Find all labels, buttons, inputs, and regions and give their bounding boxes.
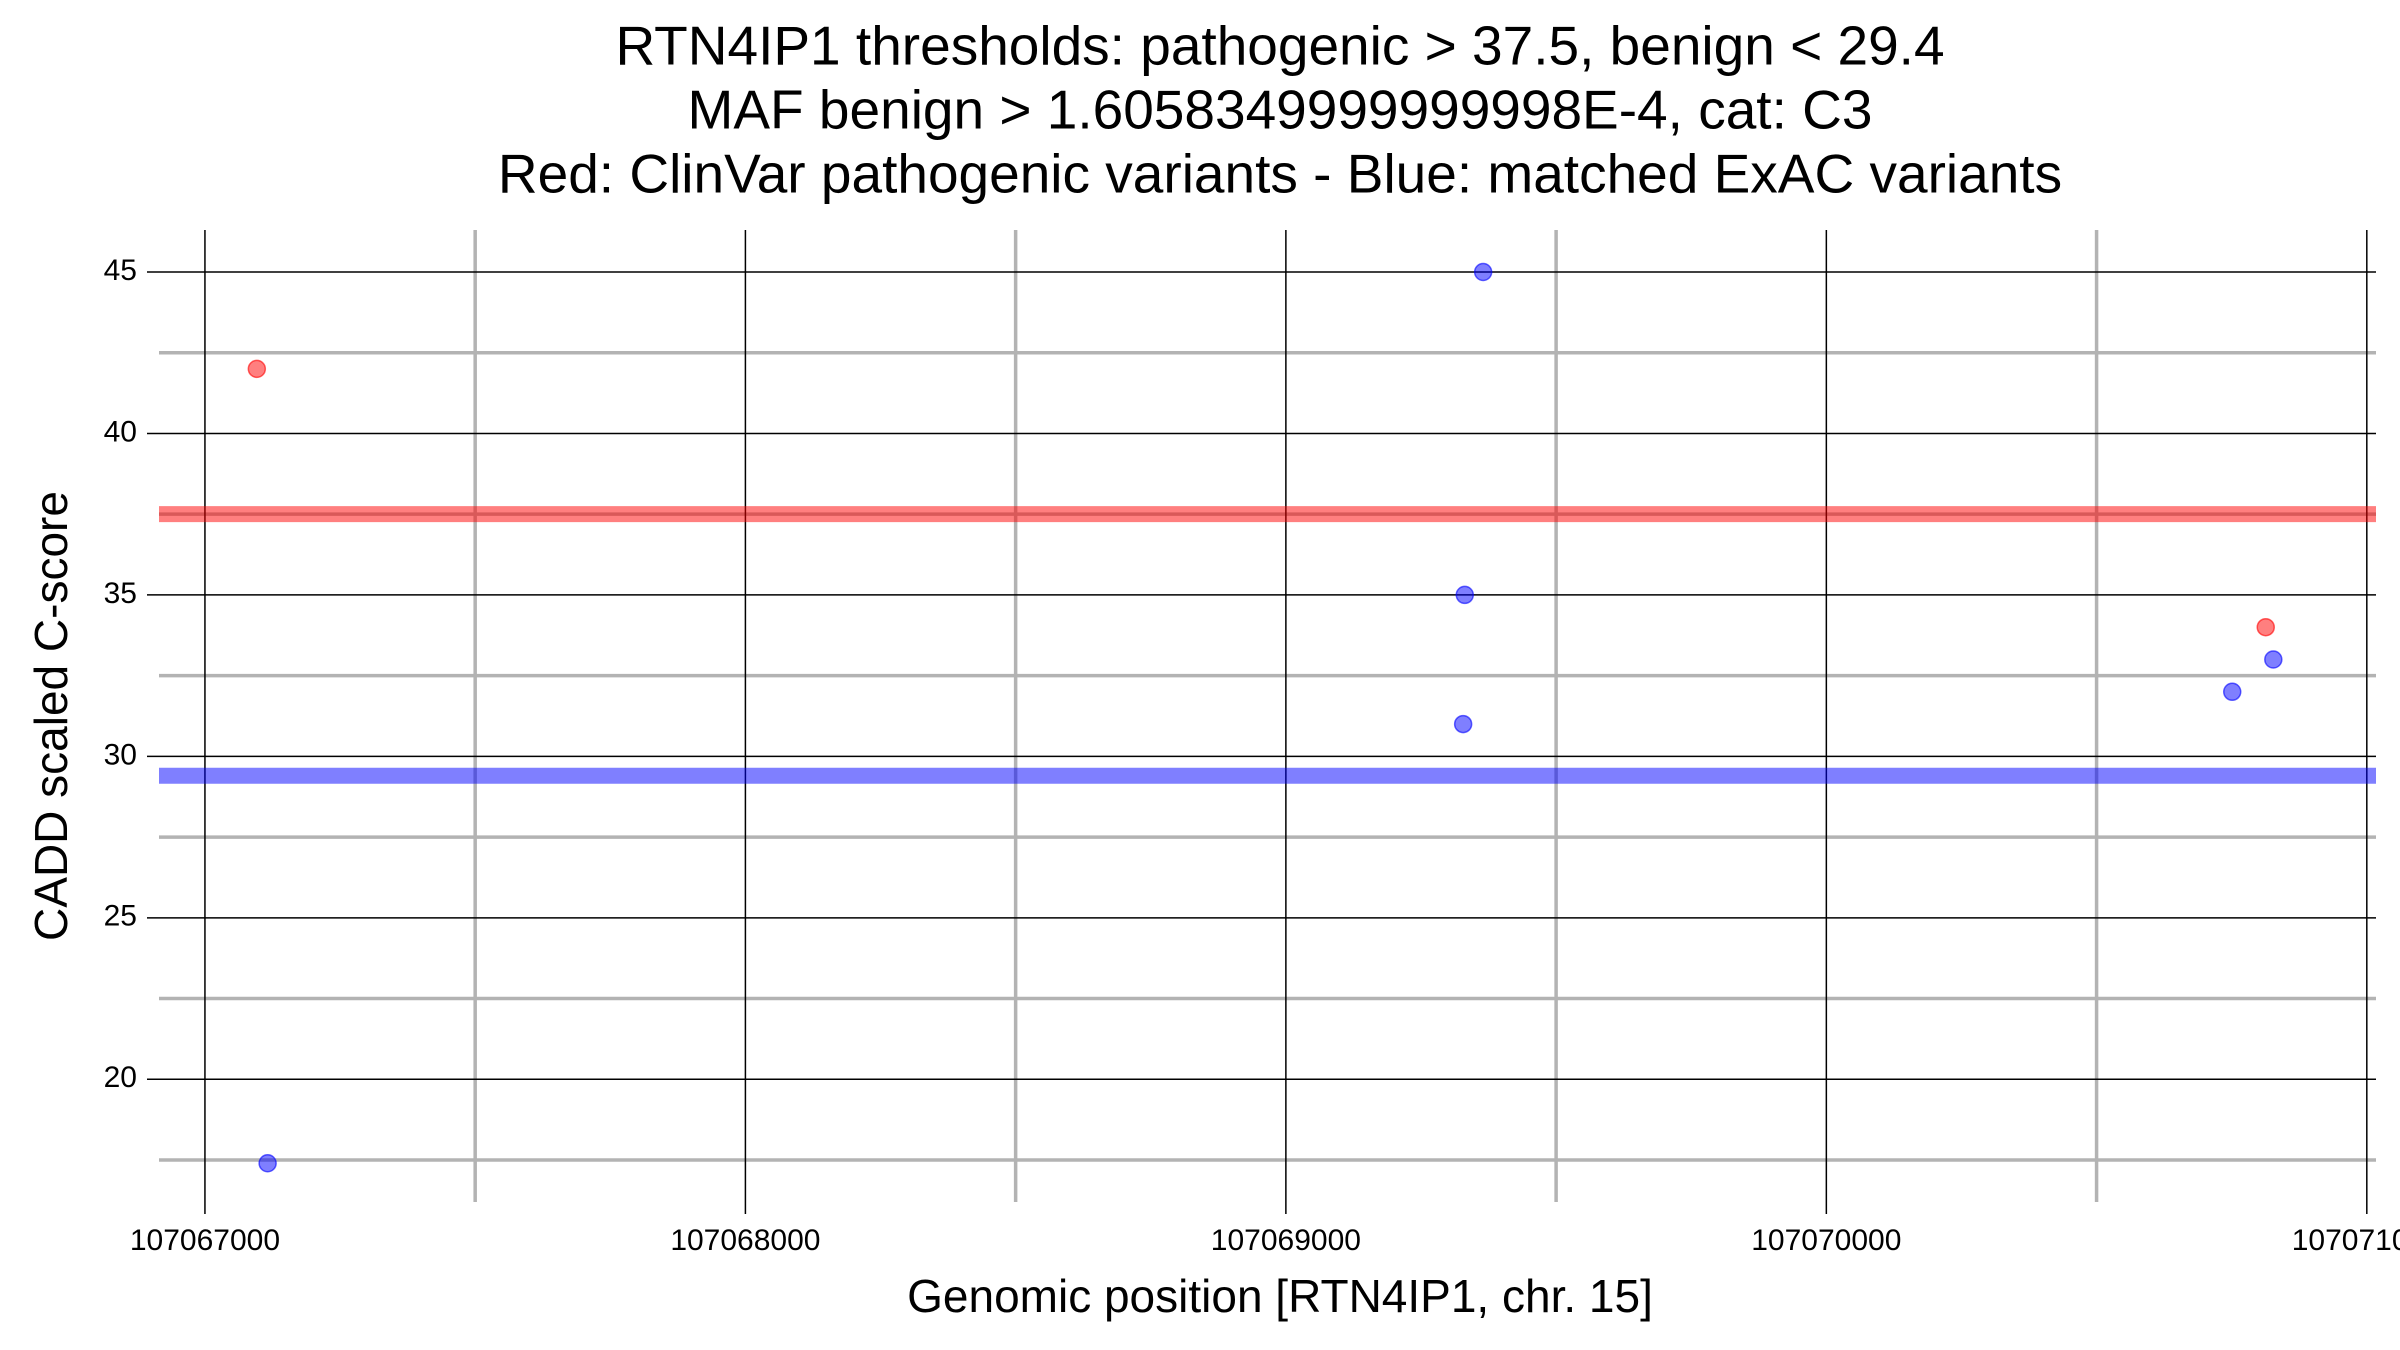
y-tick-label: 35 xyxy=(104,577,137,610)
point xyxy=(1473,262,1493,282)
x-tick-label: 107069000 xyxy=(1211,1224,1361,1257)
x-tick-label: 107068000 xyxy=(670,1224,820,1257)
y-tick-label: 40 xyxy=(104,415,137,448)
x-tick-label: 107070000 xyxy=(1751,1224,1901,1257)
chart-title: Red: ClinVar pathogenic variants - Blue:… xyxy=(498,143,2062,205)
point xyxy=(2222,682,2242,702)
chart-title: MAF benign > 1.6058349999999998E-4, cat:… xyxy=(688,79,1873,141)
y-tick-label: 30 xyxy=(104,738,137,771)
y-axis-label: CADD scaled C-score xyxy=(25,491,77,941)
y-tick-label: 45 xyxy=(104,254,137,287)
x-axis-label: Genomic position [RTN4IP1, chr. 15] xyxy=(907,1270,1653,1322)
point xyxy=(2264,650,2283,669)
x-tick-label: 107067000 xyxy=(130,1224,280,1257)
point xyxy=(2256,617,2275,637)
x-tick-label: 107071000 xyxy=(2292,1224,2400,1257)
y-tick-label: 20 xyxy=(104,1061,137,1094)
chart-title: RTN4IP1 thresholds: pathogenic > 37.5, b… xyxy=(615,15,1944,77)
point xyxy=(247,359,267,379)
point xyxy=(1453,714,1473,734)
y-tick-label: 25 xyxy=(104,900,137,933)
point xyxy=(258,1153,277,1173)
point xyxy=(1455,585,1475,605)
